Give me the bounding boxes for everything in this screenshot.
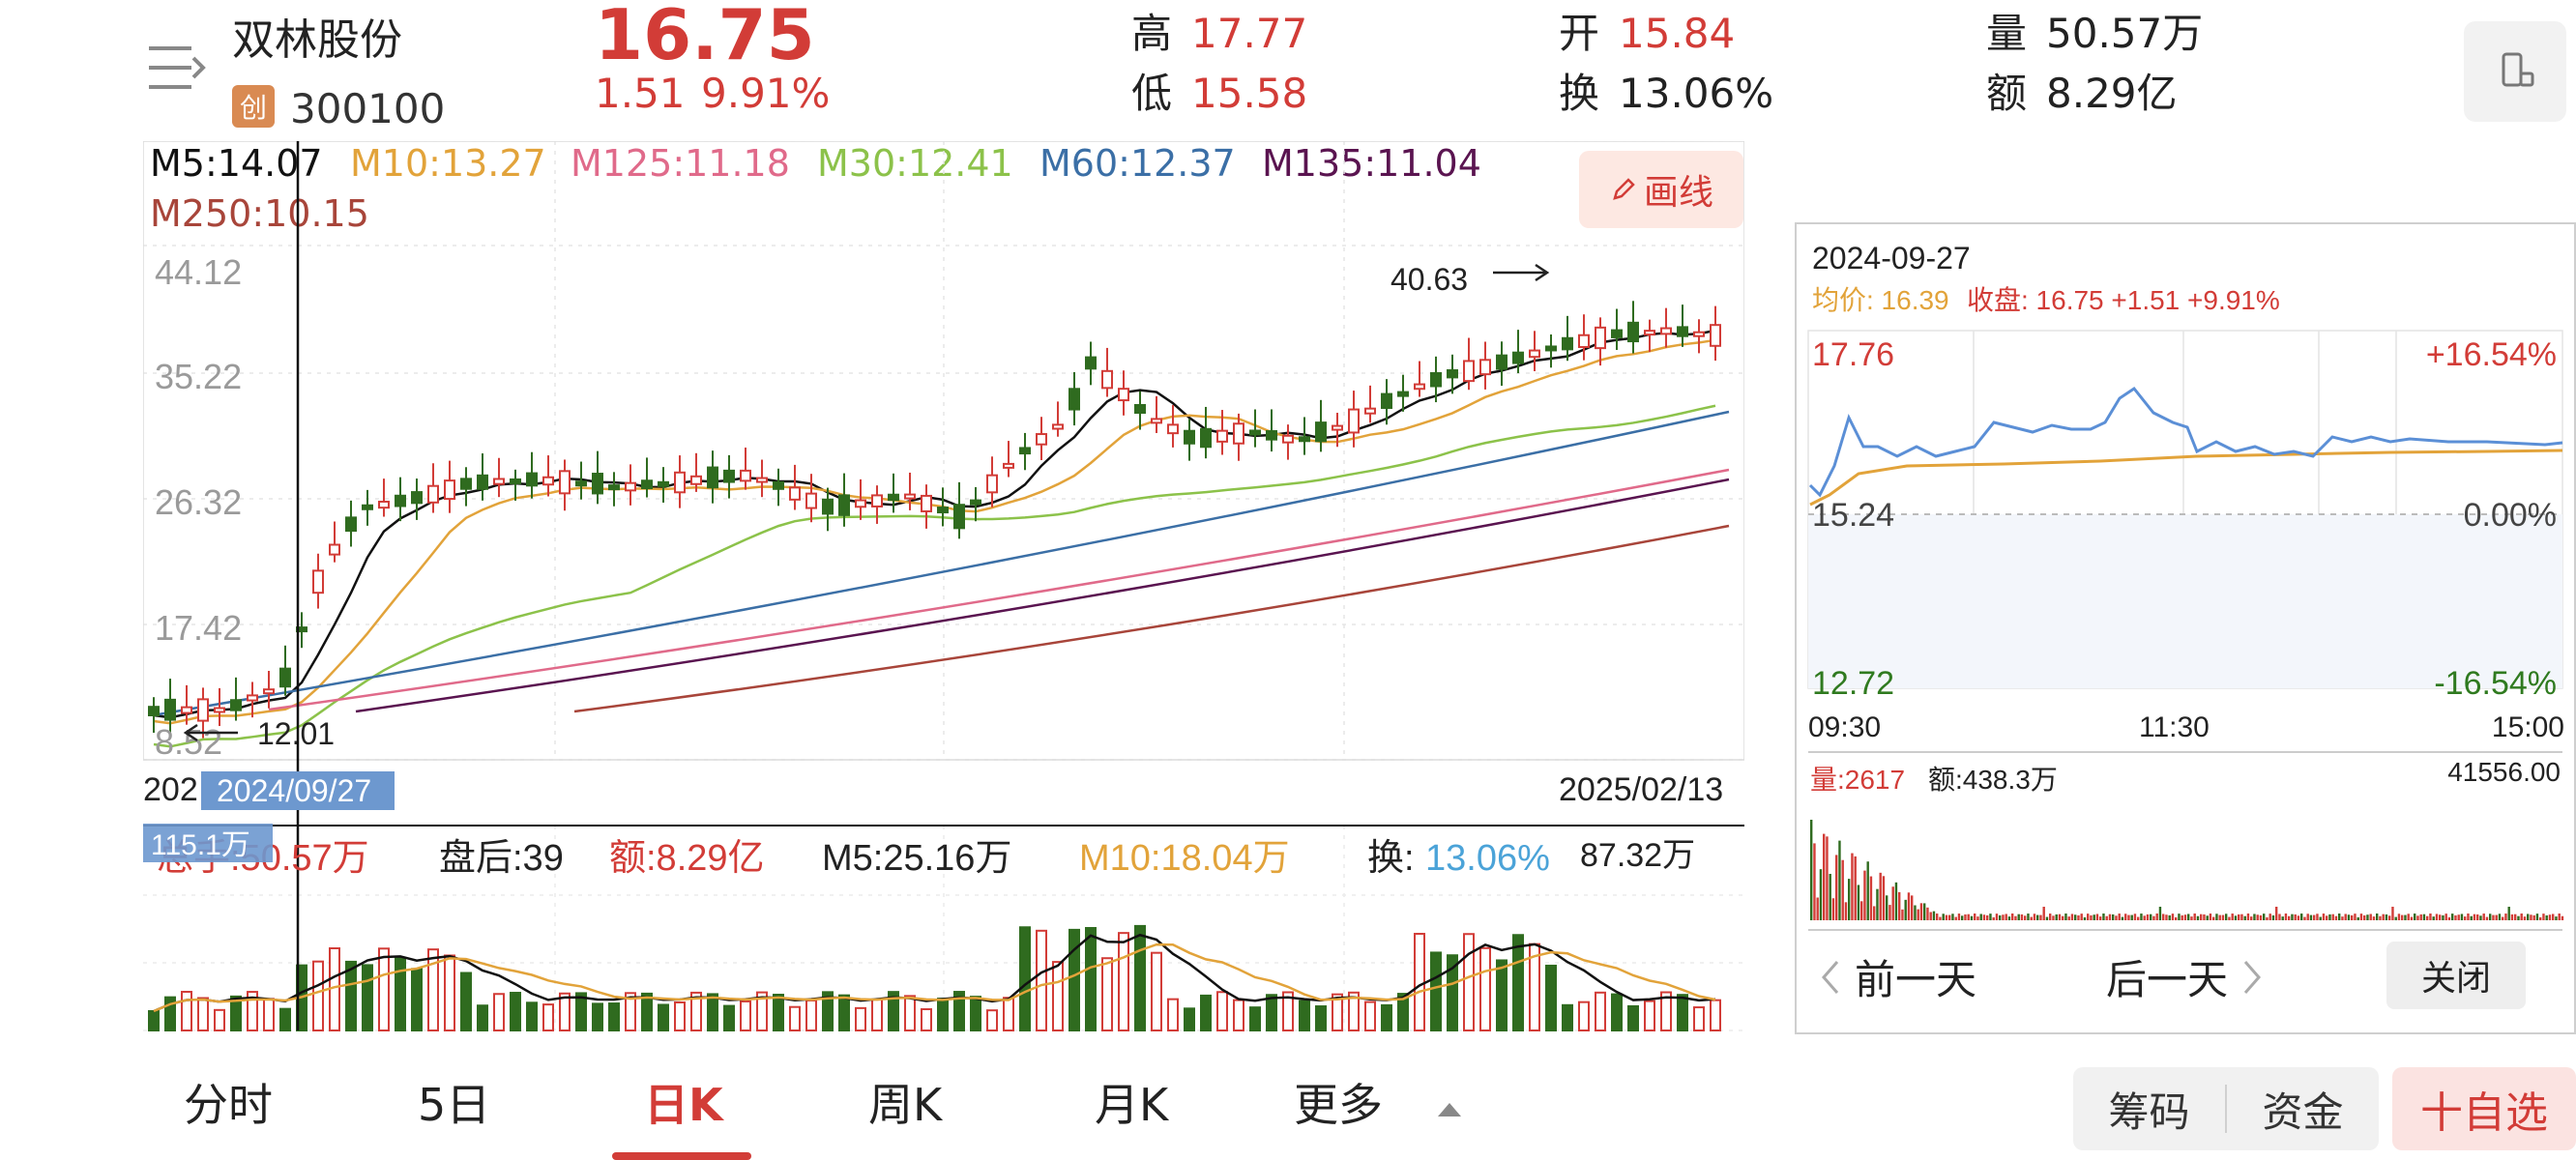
turnover-value: 13.06% [1425,838,1550,879]
ma135-legend: M135:11.04 [1262,142,1481,185]
next-day-button[interactable]: 后一天 [2106,947,2263,1006]
draw-line-label: 画线 [1643,173,1713,213]
prev-day-button[interactable]: 前一天 [1820,947,1976,1006]
intraday-y-top: 17.76 [1812,336,1894,373]
y-tick: 8.52 [155,722,222,762]
ma10-legend: M10:13.27 [350,142,546,185]
tab-monthly-k[interactable]: 月K [1095,1079,1169,1131]
volume-amount: 额:8.29亿 [609,838,765,879]
ma125-legend: M125:11.18 [571,142,790,185]
active-tab-indicator [612,1152,751,1160]
tab-5day[interactable]: 5日 [418,1079,491,1131]
board-badge: 创 [232,85,275,128]
intraday-date: 2024-09-27 [1812,241,1971,276]
min-price-annotation: 12.01 [257,716,335,751]
caret-up-icon[interactable] [1435,1100,1464,1119]
start-date-label: 202 [143,771,198,808]
intraday-avg-price: 均价: 16.39 [1812,285,1949,315]
next-day-label: 后一天 [2106,956,2229,1003]
intraday-volume-label: 量:2617 [1810,765,1905,795]
tab-daily-k[interactable]: 日K [644,1079,723,1131]
chevron-right-icon [2243,960,2262,994]
intraday-close: 收盘: 16.75 +1.51 +9.91% [1967,285,2280,315]
close-popup-button[interactable]: 关闭 [2386,942,2526,1009]
tab-weekly-k[interactable]: 周K [868,1079,943,1131]
intraday-amount-label: 额:438.3万 [1928,765,2058,795]
change-amount: 1.51 [595,70,686,117]
stock-code: 300100 [290,85,446,132]
intraday-pct-top: +16.54% [2426,336,2557,373]
max-price-annotation: 40.63 [1390,262,1468,297]
cursor-volume-label: 115.1万 [151,829,250,861]
draw-line-button[interactable]: 画线 [1579,151,1743,228]
intraday-time-end: 15:00 [2492,711,2564,743]
y-tick: 26.32 [155,482,242,522]
turnover-label: 换 [1559,70,1600,117]
open-value: 15.84 [1619,10,1736,57]
last-price: 16.75 [595,0,815,75]
y-tick: 35.22 [155,357,242,396]
low-value: 15.58 [1191,70,1308,117]
change-percent: 9.91% [701,70,831,117]
volume-m5: M5:25.16万 [822,838,1011,879]
volume-value: 50.57万 [2046,10,2204,57]
intraday-volume-max: 41556.00 [2447,757,2561,787]
turnover-label: 换: [1367,838,1415,879]
volume-max-label: 87.32万 [1580,837,1695,874]
high-label: 高 [1131,10,1173,57]
turnover-value: 13.06% [1619,70,1774,117]
volume-bars [148,924,1721,1032]
menu-button[interactable] [145,41,209,95]
phone-landscape-icon [2502,52,2534,87]
chip-fund-group: 筹码 资金 [2073,1067,2379,1150]
chevron-left-icon [1822,960,1839,994]
y-tick: 17.42 [155,608,242,648]
intraday-y-mid: 15.24 [1812,497,1894,534]
amount-value: 8.29亿 [2046,70,2178,117]
cursor-date-label: 2024/09/27 [217,773,371,808]
end-date-label: 2025/02/13 [1559,771,1723,808]
tab-timeshare[interactable]: 分时 [184,1079,273,1131]
intraday-time-start: 09:30 [1808,711,1881,743]
ma60-legend: M60:12.37 [1039,142,1236,185]
intraday-pct-bottom: -16.54% [2434,665,2557,702]
high-value: 17.77 [1191,10,1308,57]
intraday-popup: 2024-09-27 均价: 16.39 收盘: 16.75 +1.51 +9.… [1795,222,2576,1034]
low-label: 低 [1131,70,1173,117]
funds-button[interactable]: 资金 [2262,1088,2344,1136]
intraday-time-mid: 11:30 [2139,711,2210,743]
prev-day-label: 前一天 [1855,956,1977,1003]
intraday-avg-line [1809,449,2563,507]
chart-grid [143,141,1744,1031]
moving-average-lines [152,329,1730,748]
rotate-screen-button[interactable] [2464,21,2566,122]
ma250-legend: M250:10.15 [150,192,369,235]
stock-name: 双林股份 [232,15,402,65]
intraday-pct-mid: 0.00% [2464,497,2557,534]
pencil-icon [1613,178,1635,200]
volume-m10: M10:18.04万 [1079,838,1290,879]
volume-label: 量 [1986,10,2028,57]
y-tick: 44.12 [155,252,242,292]
tab-more[interactable]: 更多 [1294,1079,1383,1131]
amount-label: 额 [1986,70,2028,117]
chips-button[interactable]: 筹码 [2108,1088,2190,1136]
ma30-legend: M30:12.41 [817,142,1013,185]
candlesticks [148,301,1721,739]
intraday-volume-bars [1810,820,2564,920]
volume-ma-lines [153,933,1716,1013]
ma5-legend: M5:14.07 [150,142,323,185]
open-label: 开 [1559,10,1600,57]
after-hours-volume: 盘后:39 [439,838,564,879]
intraday-y-bottom: 12.72 [1812,665,1894,702]
add-favorite-button[interactable]: 十自选 [2392,1067,2576,1150]
kline-chart[interactable]: 44.12 35.22 26.32 17.42 8.52 40.63 12.01… [143,141,1744,1050]
intraday-price-line [1808,386,2563,498]
intraday-chart[interactable]: 2024-09-27 均价: 16.39 收盘: 16.75 +1.51 +9.… [1797,224,2574,1032]
menu-icon [149,46,206,89]
